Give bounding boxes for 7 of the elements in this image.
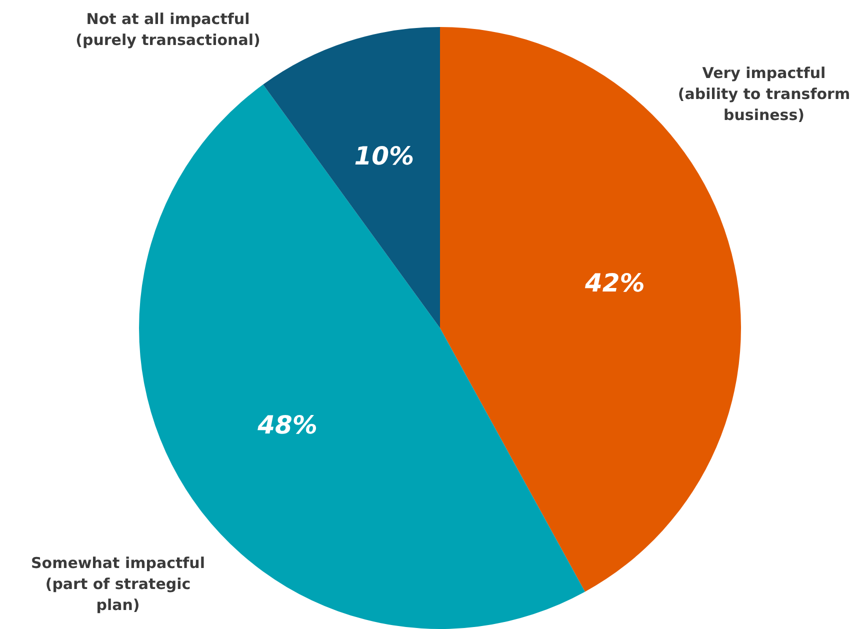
slice-label: Not at all impactful (purely transactional) (76, 10, 260, 49)
slice-label: Somewhat impactful (part of strategic plan) (30, 554, 206, 614)
data-label: 10% (354, 142, 414, 171)
data-label: 42% (584, 268, 645, 298)
data-label: 48% (256, 410, 318, 440)
slice-label: Very impactful (ability to transform business) (678, 64, 850, 124)
pie-slice (263, 27, 440, 328)
